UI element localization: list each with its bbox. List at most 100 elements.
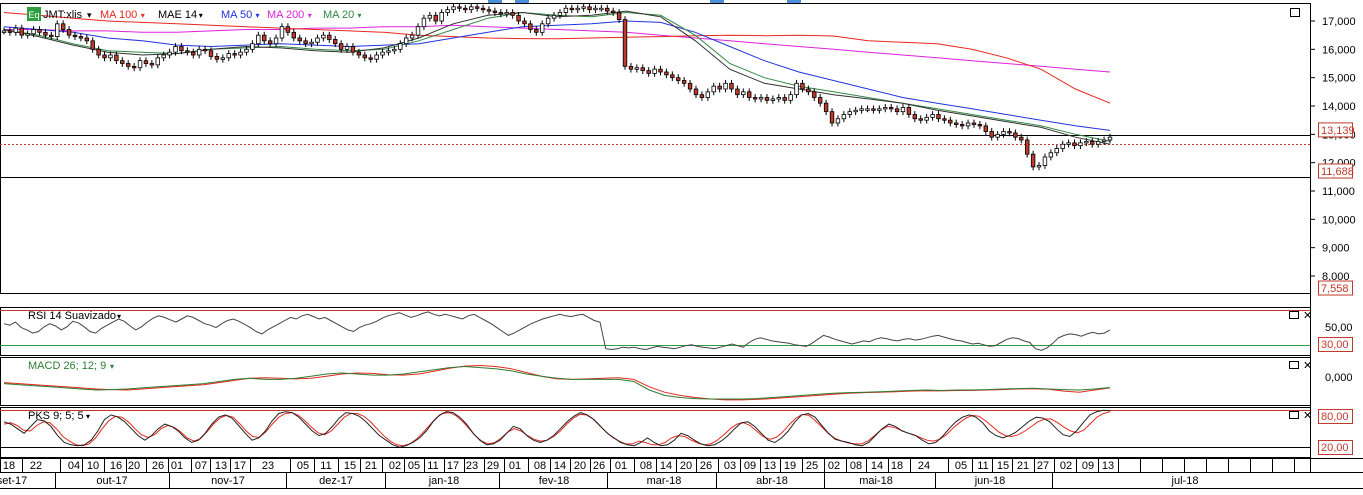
candle xyxy=(474,3,480,12)
ma200-line xyxy=(4,24,1111,73)
legend-dropdown-icon[interactable]: ▾ xyxy=(199,11,203,20)
candle xyxy=(463,4,468,14)
rsi-maximize-icon[interactable] xyxy=(1289,311,1299,319)
candle xyxy=(711,82,716,96)
candle xyxy=(971,119,977,128)
candle xyxy=(871,105,876,114)
candle xyxy=(1019,133,1024,144)
scroll-tab[interactable] xyxy=(710,0,724,4)
ticker-label[interactable]: JMT:xlis xyxy=(43,9,83,21)
candle xyxy=(924,113,929,124)
mae14-path xyxy=(3,10,1111,145)
candle xyxy=(747,88,752,101)
macd-dropdown-icon[interactable]: ▾ xyxy=(110,362,114,371)
pks-maximize-icon[interactable] xyxy=(1289,411,1299,419)
scroll-tab[interactable] xyxy=(787,0,801,4)
candle xyxy=(338,40,344,53)
candle xyxy=(605,4,610,15)
candle xyxy=(37,26,42,36)
mae14-line xyxy=(3,10,1111,145)
day-label: 08 xyxy=(850,460,862,472)
candle xyxy=(238,48,243,59)
candle xyxy=(676,74,681,84)
pks-label[interactable]: PKS 9; 5; 5 xyxy=(28,410,84,422)
pks-dropdown-icon[interactable]: ▾ xyxy=(86,412,90,421)
legend-dropdown-icon[interactable]: ▾ xyxy=(141,11,145,20)
day-label: 24 xyxy=(918,460,930,472)
candle xyxy=(7,27,13,36)
day-label: 09 xyxy=(744,460,756,472)
candle xyxy=(581,3,586,12)
maximize-icon[interactable] xyxy=(1290,8,1300,17)
rsi-close-icon[interactable]: ✕ xyxy=(1303,310,1312,322)
candle xyxy=(729,79,734,93)
price-tick-label: 11,000 xyxy=(1322,186,1355,198)
candle xyxy=(303,37,308,48)
pks-close-icon[interactable]: ✕ xyxy=(1303,410,1312,422)
legend-item[interactable]: MA 20 xyxy=(323,9,354,21)
day-label: 17 xyxy=(234,460,246,472)
legend-dropdown-icon[interactable]: ▾ xyxy=(256,11,260,20)
candle xyxy=(658,65,663,76)
pks-k-path xyxy=(3,409,1111,448)
pks-k-line xyxy=(3,409,1111,448)
candle xyxy=(1066,139,1071,148)
time-axis: 18 22 04 10 16 20 26 01 07 13 17 23 05 11 15 21 02 05 11 17… xyxy=(0,458,1363,489)
candle xyxy=(841,111,847,123)
rsi-dropdown-icon[interactable]: ▾ xyxy=(117,312,121,321)
day-label: 29 xyxy=(487,460,499,472)
pks-badge-lower-text: 20,00 xyxy=(1321,442,1349,454)
macd-main-path xyxy=(3,365,1111,400)
candle xyxy=(433,11,438,25)
candle xyxy=(486,6,492,15)
candle xyxy=(78,33,84,42)
candle xyxy=(60,20,66,33)
candle xyxy=(693,85,699,99)
legend-dropdown-icon[interactable]: ▾ xyxy=(358,11,362,20)
month-label: jan-18 xyxy=(428,475,460,487)
day-label: 23 xyxy=(466,460,478,472)
candle xyxy=(936,111,941,123)
candle xyxy=(155,54,160,69)
legend-dropdown-icon[interactable]: ▾ xyxy=(308,11,312,20)
day-label: 11 xyxy=(977,460,988,472)
candle xyxy=(96,45,101,59)
candle xyxy=(812,88,817,101)
macd-maximize-icon[interactable] xyxy=(1289,361,1299,369)
candle xyxy=(409,31,415,42)
ma50-path xyxy=(3,20,1111,131)
ticker-dropdown-icon[interactable]: ▾ xyxy=(87,10,92,20)
rsi-label[interactable]: RSI 14 Suavizado xyxy=(28,310,116,322)
candle xyxy=(250,40,255,53)
macd-label[interactable]: MACD 26; 12; 9 xyxy=(28,360,106,372)
candle xyxy=(120,57,125,67)
legend-item[interactable]: MAE 14 xyxy=(158,9,197,21)
candle xyxy=(421,14,427,31)
candle xyxy=(1042,153,1048,169)
day-label: 14 xyxy=(871,460,883,472)
day-label: 13 xyxy=(215,460,227,472)
candle xyxy=(126,60,131,70)
candle xyxy=(285,23,291,36)
candle xyxy=(752,94,758,103)
candle xyxy=(1072,139,1077,150)
rsi-line xyxy=(3,311,1111,351)
candle xyxy=(735,85,740,99)
candle xyxy=(782,94,787,104)
legend-item[interactable]: MA 50 xyxy=(221,9,252,21)
candle xyxy=(528,20,533,33)
price-badge-text: 7,558 xyxy=(1321,283,1349,295)
scroll-tab[interactable] xyxy=(515,0,529,4)
macd-close-icon[interactable]: ✕ xyxy=(1303,360,1312,372)
legend-item[interactable]: MA 100 xyxy=(100,9,137,21)
pks-panel: PKS 9; 5; 5 ▾ 80,00 20,00 ✕ xyxy=(0,407,1353,458)
candle xyxy=(723,79,728,93)
day-label: 01 xyxy=(509,460,521,472)
legend-item[interactable]: MA 200 xyxy=(267,9,304,21)
candle xyxy=(806,85,811,96)
day-label: 19 xyxy=(784,460,796,472)
scroll-tab[interactable] xyxy=(488,0,502,4)
candle xyxy=(610,7,616,16)
day-label: 07 xyxy=(195,460,207,472)
